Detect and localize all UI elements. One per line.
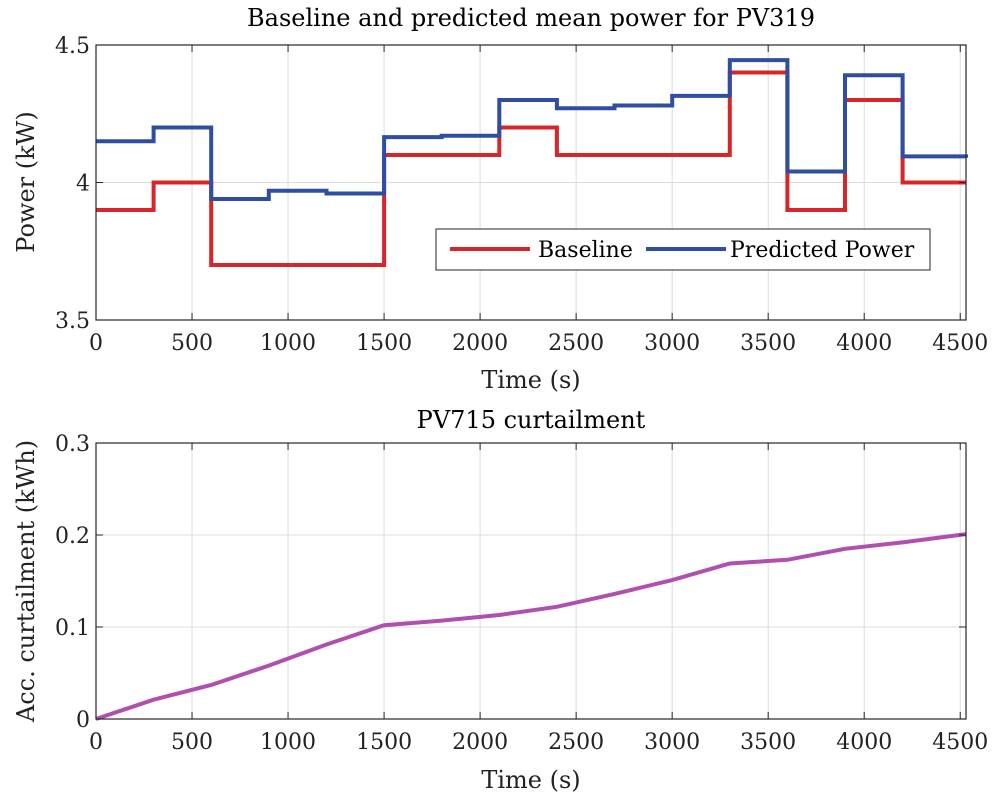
power-ytick-label: 4 (76, 172, 90, 197)
power-y-axis-label: Power (kW) (12, 111, 40, 252)
predicted-power-series-line (96, 58, 968, 201)
power-xtick-label: 2500 (548, 331, 604, 356)
power-chart-title: Baseline and predicted mean power for PV… (247, 4, 815, 32)
curtailment-ytick-label: 0.3 (55, 432, 90, 457)
power-xtick-label: 4000 (836, 331, 892, 356)
curtailment-xtick-label: 4500 (932, 730, 988, 755)
power-xtick-label: 2000 (452, 331, 508, 356)
curtailment-xtick-label: 1000 (260, 730, 316, 755)
power-xtick-label: 3500 (740, 331, 796, 356)
power-xtick-label: 1500 (356, 331, 412, 356)
curtailment-ytick-label: 0.1 (55, 616, 90, 641)
curtailment-xtick-label: 2000 (452, 730, 508, 755)
curtailment-xtick-label: 500 (171, 730, 213, 755)
curtailment-y-axis-label: Acc. curtailment (kWh) (12, 440, 40, 723)
legend-predicted-label: Predicted Power (730, 238, 915, 263)
curtailment-xtick-label: 0 (89, 730, 103, 755)
power-xtick-label: 0 (89, 331, 103, 356)
curtailment-chart: 0 500 1000 1500 2000 2500 3000 3500 4000 4500 0 0.… (12, 406, 988, 794)
curtailment-xtick-label: 1500 (356, 730, 412, 755)
power-xtick-label: 3000 (644, 331, 700, 356)
power-xtick-label: 4500 (932, 331, 988, 356)
curtailment-xtick-label: 2500 (548, 730, 604, 755)
baseline-series-line (96, 70, 966, 267)
curtailment-xtick-label: 3500 (740, 730, 796, 755)
curtailment-xtick-label: 3000 (644, 730, 700, 755)
curtailment-axes-box (95, 442, 967, 720)
curtailment-x-axis-label: Time (s) (481, 766, 580, 794)
power-x-axis-label: Time (s) (481, 366, 580, 394)
curtailment-ytick-label: 0 (76, 708, 90, 733)
curtailment-series-line (95, 532, 967, 721)
power-ytick-label: 4.5 (55, 34, 90, 59)
power-ytick-label: 3.5 (55, 309, 90, 334)
power-xtick-label: 500 (171, 331, 213, 356)
power-legend: Baseline Predicted Power (435, 228, 931, 271)
power-xtick-label: 1000 (260, 331, 316, 356)
curtailment-xtick-label: 4000 (836, 730, 892, 755)
curtailment-chart-title: PV715 curtailment (417, 406, 646, 434)
curtailment-ytick-label: 0.2 (55, 524, 90, 549)
legend-baseline-label: Baseline (538, 238, 633, 263)
power-chart: 0 500 1000 1500 2000 2500 3000 3500 4000 4500 3.5… (12, 4, 988, 394)
